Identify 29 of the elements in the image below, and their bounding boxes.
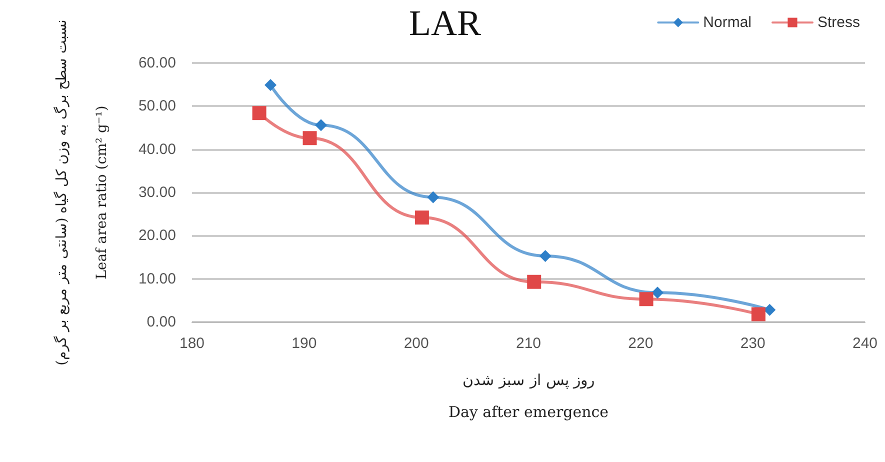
x-tick-label: 190: [292, 335, 317, 352]
point: [751, 307, 766, 322]
x-tick-label: 180: [179, 335, 205, 352]
point: [414, 210, 429, 225]
y-tick-label: 20.00: [138, 227, 176, 244]
y-tick-label: 0.00: [146, 314, 176, 330]
point: [539, 250, 552, 262]
x-tick-label: 230: [740, 335, 766, 352]
y-tick-label: 50.00: [138, 98, 176, 115]
point: [427, 191, 440, 204]
x-tick-label: 240: [852, 335, 878, 352]
point: [314, 119, 327, 132]
point: [252, 106, 266, 120]
y-tick-label: 60.00: [138, 54, 176, 72]
x-tick-label: 200: [404, 335, 429, 352]
x-tick-label: 210: [516, 335, 542, 352]
legend-label: Normal: [703, 14, 752, 31]
point: [527, 274, 542, 289]
x-tick-label: 220: [628, 335, 654, 352]
y-tick-label: 10.00: [138, 270, 176, 288]
point: [302, 131, 317, 146]
point: [264, 79, 277, 92]
point: [651, 286, 664, 299]
point: [639, 292, 654, 306]
chart-title: LAR: [409, 3, 481, 43]
point: [764, 304, 776, 316]
y-tick-label: 30.00: [138, 184, 176, 201]
legend-label: Stress: [817, 14, 860, 31]
y-tick-label: 40.00: [138, 140, 176, 158]
